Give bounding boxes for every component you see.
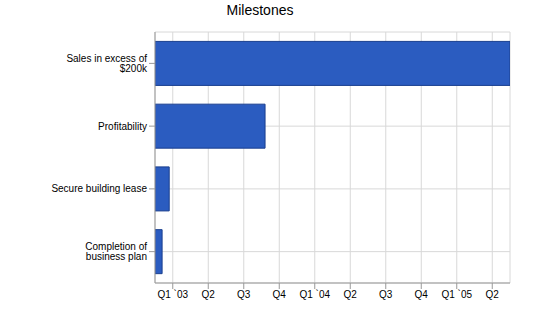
svg-text:Profitability: Profitability bbox=[98, 121, 147, 132]
svg-text:Completion ofbusiness plan: Completion ofbusiness plan bbox=[85, 241, 147, 262]
svg-text:Q2: Q2 bbox=[344, 289, 358, 300]
svg-text:Secure building lease: Secure building lease bbox=[51, 183, 147, 194]
svg-text:Q3: Q3 bbox=[379, 289, 393, 300]
svg-text:Q1 `04: Q1 `04 bbox=[299, 289, 330, 300]
svg-text:Q1 `03: Q1 `03 bbox=[157, 289, 188, 300]
svg-text:Q4: Q4 bbox=[273, 289, 287, 300]
svg-text:Q4: Q4 bbox=[415, 289, 429, 300]
svg-text:Q2: Q2 bbox=[202, 289, 216, 300]
svg-text:Q3: Q3 bbox=[237, 289, 251, 300]
html-text:Milestones: Milestones bbox=[226, 2, 294, 18]
svg-text:Sales in excess of$200k: Sales in excess of$200k bbox=[66, 53, 148, 74]
svg-text:Q1 `05: Q1 `05 bbox=[441, 289, 472, 300]
svg-text:Q2: Q2 bbox=[486, 289, 500, 300]
